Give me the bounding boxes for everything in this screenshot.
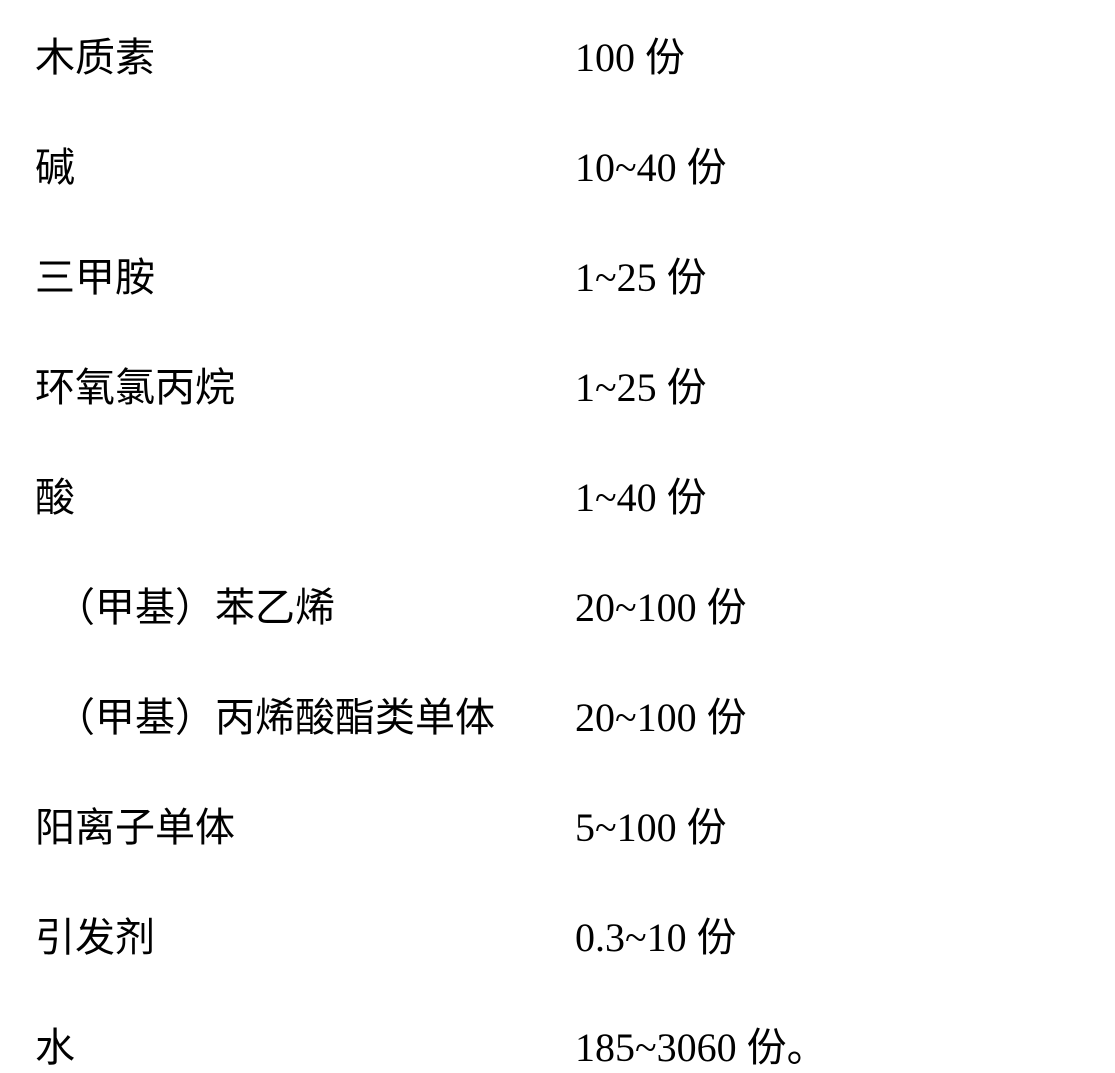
ingredient-amount: 0.3~10 份 [575,905,737,963]
ingredient-amount: 1~40 份 [575,465,707,523]
table-row: 碱 10~40 份 [35,135,1080,193]
ingredient-name: （甲基）丙烯酸酯类单体 [35,685,575,743]
table-row: （甲基）苯乙烯 20~100 份 [35,575,1080,633]
ingredient-name: 环氧氯丙烷 [35,355,575,413]
table-row: 酸 1~40 份 [35,465,1080,523]
ingredient-name: 阳离子单体 [35,795,575,853]
table-row: 水 185~3060 份。 [35,1015,1080,1073]
ingredient-name: 引发剂 [35,905,575,963]
ingredient-name: 碱 [35,135,575,193]
ingredient-amount: 20~100 份 [575,575,747,633]
ingredient-amount: 1~25 份 [575,245,707,303]
table-row: 阳离子单体 5~100 份 [35,795,1080,853]
ingredient-amount: 10~40 份 [575,135,727,193]
ingredient-amount: 20~100 份 [575,685,747,743]
ingredient-table: 木质素 100 份 碱 10~40 份 三甲胺 1~25 份 环氧氯丙烷 1~2… [35,25,1080,1073]
table-row: 三甲胺 1~25 份 [35,245,1080,303]
table-row: （甲基）丙烯酸酯类单体 20~100 份 [35,685,1080,743]
ingredient-name: 木质素 [35,25,575,83]
table-row: 木质素 100 份 [35,25,1080,83]
table-row: 环氧氯丙烷 1~25 份 [35,355,1080,413]
ingredient-amount: 185~3060 份。 [575,1015,827,1073]
ingredient-amount: 1~25 份 [575,355,707,413]
ingredient-name: 酸 [35,465,575,523]
ingredient-amount: 100 份 [575,25,685,83]
ingredient-name: 三甲胺 [35,245,575,303]
ingredient-name: （甲基）苯乙烯 [35,575,575,633]
ingredient-name: 水 [35,1015,575,1073]
ingredient-amount: 5~100 份 [575,795,727,853]
table-row: 引发剂 0.3~10 份 [35,905,1080,963]
